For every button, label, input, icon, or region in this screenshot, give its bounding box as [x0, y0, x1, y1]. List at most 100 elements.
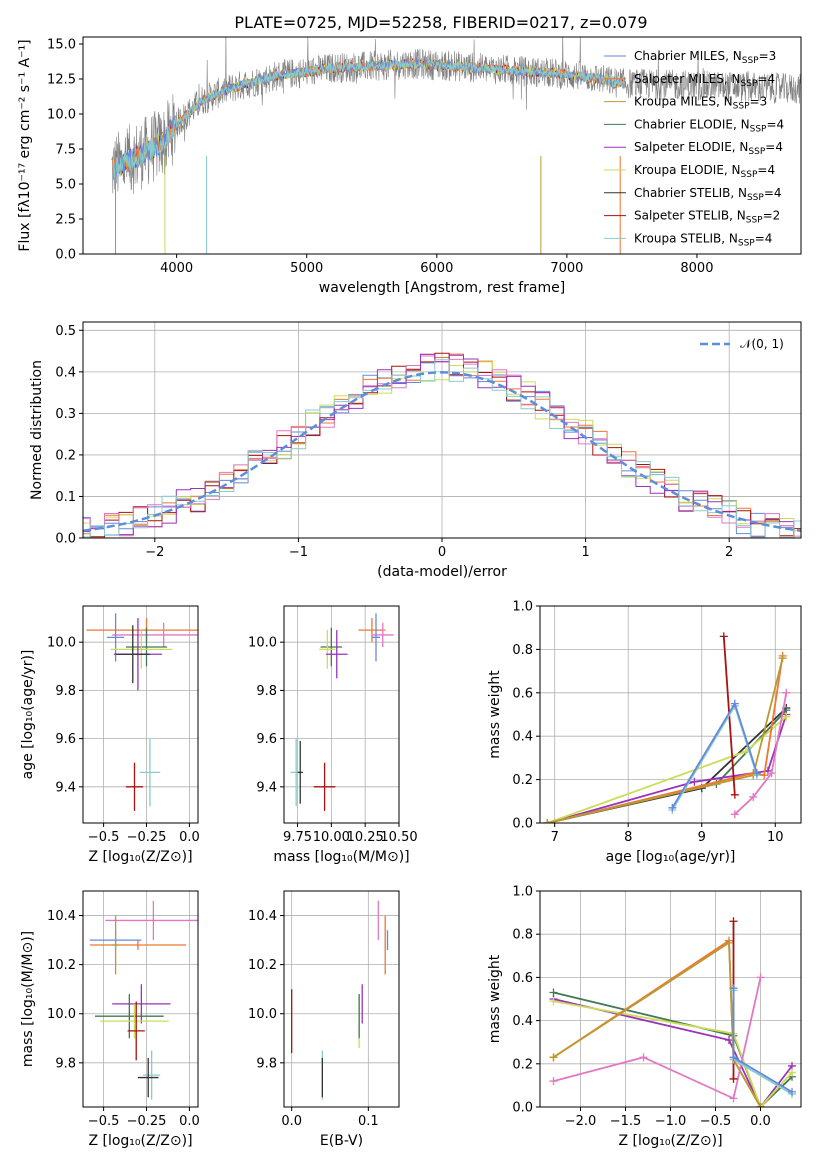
model-spectrum-line: [112, 57, 625, 180]
legend-label-suffix: =4: [765, 140, 783, 154]
grid-weight_vs_age: [540, 606, 801, 823]
weight-point-marker: [730, 790, 739, 799]
legend-label: Salpeter ELODIE, NSSP=4: [634, 140, 783, 157]
tick-label-y: 5.0: [55, 178, 76, 193]
errorbar-point: [371, 622, 394, 647]
tick-label-x: −0.25: [127, 1114, 167, 1129]
grid-mass_vs_Z: [83, 891, 198, 1107]
legend-label-sub: SSP: [742, 56, 759, 66]
tick-label-y: 10.4: [248, 909, 277, 924]
tick-label-y: 0.0: [512, 1101, 533, 1116]
tick-label-x: −2: [145, 545, 164, 560]
axes-frame: [82, 36, 802, 255]
plot-area-weight_vs_Z: [540, 891, 801, 1107]
legend-label-main: Kroupa STELIB, N: [634, 231, 738, 245]
weight-series-line: [553, 977, 762, 1100]
tick-label-y: 0.4: [512, 730, 533, 745]
weight-point-marker: [549, 997, 558, 1006]
tick-label-x: 6000: [420, 261, 453, 276]
weight-point-marker: [788, 1068, 796, 1077]
tick-label-y: 9.4: [55, 780, 76, 795]
legend-label-sub: SSP: [741, 79, 758, 89]
legend-label-suffix: =2: [763, 209, 781, 223]
legend-label-sub: SSP: [741, 170, 758, 180]
tick-label-y: 15.0: [47, 38, 76, 53]
y-axis-label: Flux [fλ10⁻¹⁷ erg cm⁻² s⁻¹ A⁻¹]: [17, 39, 33, 251]
weight-point-marker: [729, 1074, 738, 1083]
errorbar-point: [107, 613, 125, 662]
tick-label-x: 0.1: [358, 1114, 379, 1129]
errorbar-point: [112, 622, 198, 647]
weight-point-marker: [730, 699, 739, 708]
axes-frame: [283, 605, 400, 824]
tick-label-y: 12.5: [47, 73, 76, 88]
tick-label-x: 10: [767, 830, 784, 845]
tick-label-x: 4000: [160, 261, 193, 276]
tick-label-y: 10.0: [47, 636, 76, 651]
tick-label-y: 0.0: [55, 532, 76, 547]
legend-label: Chabrier ELODIE, NSSP=4: [634, 117, 784, 134]
tick-label-x: 9.75: [283, 830, 312, 845]
errorbar-point: [143, 1050, 161, 1100]
tick-label-y: 10.2: [47, 958, 76, 973]
grid-age_vs_Z: [83, 606, 198, 823]
errorbar-point: [297, 741, 303, 804]
tick-label-y: 10.0: [47, 1007, 76, 1022]
weight-point-marker: [549, 1053, 558, 1062]
legend-label-sub: SSP: [748, 147, 765, 157]
weight-point-marker: [749, 792, 758, 801]
x-axis-label: Z [log₁₀(Z/Z⊙)]: [618, 1133, 722, 1149]
tick-label-x: 5000: [290, 261, 323, 276]
tick-label-y: 0.0: [512, 817, 533, 832]
legend-label-main: Chabrier ELODIE, N: [634, 117, 750, 131]
legend-label-suffix: =4: [766, 117, 784, 131]
y-axis-label: age [log₁₀(age/yr)]: [20, 650, 36, 780]
weight-series-line: [671, 703, 758, 811]
weight-point-marker: [752, 769, 761, 778]
legend-label: Kroupa ELODIE, NSSP=4: [634, 163, 775, 180]
tick-label-y: 1.0: [512, 600, 533, 615]
legend-label: Salpeter STELIB, NSSP=2: [634, 209, 780, 226]
tick-label-y: 9.8: [256, 684, 277, 699]
weight-series-line: [547, 714, 788, 823]
panel-mass_vs_Z: −0.5 −0.25 0.0 9.8 10.0 10.2 10.4 Z [log₁₀(Z/Z⊙…: [20, 890, 200, 1149]
tick-label-x: −1.0: [655, 1114, 687, 1129]
weight-point-marker: [788, 1087, 796, 1096]
tick-label-y: 10.0: [248, 1007, 277, 1022]
weight-series-line: [553, 941, 762, 1107]
legend-label-suffix: =4: [757, 72, 775, 86]
tick-label-x: −1.5: [610, 1114, 642, 1129]
errorbar-point: [100, 1003, 169, 1039]
errorbar-point: [127, 1001, 145, 1061]
tick-label-y: 0.4: [55, 365, 76, 380]
legend-label-main: Salpeter MILES, N: [634, 72, 741, 86]
grid-weight_vs_Z: [540, 891, 801, 1107]
tick-label-x: 0.0: [179, 830, 200, 845]
legend-label-suffix: =4: [764, 186, 782, 200]
legend-label: 𝒩(0, 1): [740, 337, 784, 351]
weight-point-marker: [690, 777, 699, 786]
x-axis-label: (data-model)/error: [377, 564, 507, 580]
tick-label-x: −0.5: [700, 1114, 732, 1129]
panel-weight_vs_Z: −2.0 −1.5 −1.0 −0.5 0.0 0.0 0.2 0.4 0.6 0.8 1.0 Z […: [487, 885, 802, 1149]
weight-point-marker: [782, 712, 791, 721]
tick-label-y: 0.3: [55, 407, 76, 422]
tick-label-y: 9.4: [256, 780, 277, 795]
weight-point-marker: [756, 973, 765, 982]
weight-point-marker: [760, 771, 769, 780]
errorbar-point: [325, 630, 348, 679]
x-axis-label: Z [log₁₀(Z/Z⊙)]: [88, 849, 192, 865]
residual-histogram: [83, 361, 801, 538]
weight-series-line: [547, 709, 787, 823]
figure-title: PLATE=0725, MJD=52258, FIBERID=0217, z=0…: [234, 13, 647, 32]
legend-label-suffix: =3: [759, 49, 777, 63]
tick-label-y: 0.4: [512, 1014, 533, 1029]
tick-label-x: 9: [698, 830, 706, 845]
tick-label-y: 10.2: [248, 958, 277, 973]
tick-label-y: 1.0: [512, 885, 533, 900]
legend-label-main: Salpeter ELODIE, N: [634, 140, 748, 154]
tick-label-y: 0.0: [55, 248, 76, 263]
errorbar-point: [105, 900, 198, 941]
x-axis-label: mass [log₁₀(M/M⊙)]: [273, 849, 409, 865]
